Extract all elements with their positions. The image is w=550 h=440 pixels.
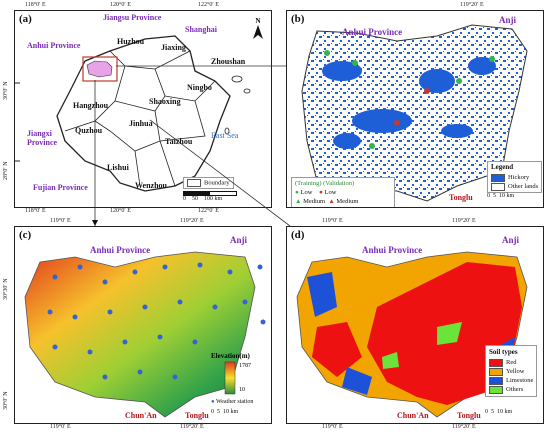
d-bottom-tick-1: 119°20′ E: [452, 424, 476, 430]
a-top-tick-1: 120°0′ E: [110, 2, 131, 8]
elevation-max: 1787: [239, 363, 251, 369]
c-place-chunan: Chun'An: [125, 411, 157, 420]
c-bottom-tick-1: 119°20′ E: [180, 424, 204, 430]
b-place-anhui: Anhui Province: [342, 27, 403, 37]
soil-limestone: [307, 272, 337, 317]
city-label-ningbo: Ningbo: [187, 83, 212, 92]
province-label-anhui: Anhui Province: [27, 41, 81, 50]
city-label-huzhou: Huzhou: [117, 37, 145, 46]
north-arrow-icon: N: [253, 17, 263, 39]
validation-title: (Validation): [323, 180, 355, 187]
scale-bar-a: 0 50 100 km: [183, 191, 237, 202]
soil-red-swatch: [489, 358, 503, 367]
soil-others: [437, 322, 462, 345]
c-place-anhui: Anhui Province: [90, 245, 151, 255]
d-place-tonglu: Tonglu: [457, 411, 481, 420]
hickory-map-svg: [301, 24, 528, 202]
a-bottom-tick-0: 118°0′ E: [25, 208, 46, 214]
scale-bar-b: 0 5 10 km: [487, 193, 515, 199]
province-label-jiangxi: Jiangxi Province: [27, 129, 58, 147]
a-bottom-tick-2: 122°0′ E: [198, 208, 219, 214]
d-top-tick-1: 119°20′ E: [452, 218, 476, 224]
d-bottom-tick-0: 119°0′ E: [322, 424, 343, 430]
sample-points: [324, 50, 495, 149]
c-place-anji: Anji: [230, 235, 248, 245]
c-bottom-tick-0: 119°0′ E: [50, 424, 71, 430]
c-left-tick-0: 30°30′ N: [3, 278, 9, 300]
c-top-tick-0: 119°0′ E: [50, 218, 71, 224]
study-area-elevation: [24, 251, 256, 418]
a-left-tick-0: 30°0′ N: [3, 81, 9, 100]
b-place-tonglu: Tonglu: [449, 193, 473, 202]
c-top-tick-1: 119°20′ E: [180, 218, 204, 224]
province-label-jiangsu: Jiangsu Province: [103, 13, 162, 22]
hickory-legend-title: Legend: [491, 163, 514, 171]
a-top-tick-0: 118°0′ E: [25, 2, 46, 8]
d-place-anji: Anji: [502, 235, 520, 245]
soil-legend-title: Soil types: [489, 348, 518, 356]
soil-limestone-swatch: [489, 376, 503, 385]
city-label-zhoushan: Zhoushan: [211, 57, 246, 66]
boundary-legend: Boundary: [183, 177, 234, 189]
panel-b-label: (b): [291, 13, 305, 25]
city-label-shaoxing: Shaoxing: [149, 97, 181, 106]
soil-red-west: [312, 322, 362, 377]
other-lands-swatch: [491, 182, 505, 191]
d-place-anhui: Anhui Province: [362, 245, 423, 255]
panel-c-label: (c): [19, 229, 32, 241]
d-place-chunan: Chun'An: [397, 411, 429, 420]
city-label-wenzhou: Wenzhou: [135, 181, 168, 190]
soil-others-swatch: [489, 385, 503, 394]
boundary-legend-label: Boundary: [204, 179, 230, 187]
province-label-fujian: Fujian Province: [33, 183, 88, 192]
hickory-clusters: [322, 57, 496, 149]
b-place-anji: Anji: [499, 15, 517, 25]
panel-d-soil-types: (d) Anhui Province Anji Chun'An Tonglu S…: [286, 226, 544, 424]
city-label-lishui: Lishui: [107, 163, 129, 172]
training-validation-legend: (Training) (Validation) ● Low ● Low ▲ Me…: [291, 177, 395, 207]
city-label-jinhua: Jinhua: [129, 119, 153, 128]
weather-stations: [47, 262, 266, 380]
city-label-jiaxing: Jiaxing: [161, 43, 186, 52]
city-label-quzhou: Quzhou: [75, 126, 103, 135]
station-legend: ● Weather station: [211, 399, 254, 405]
elevation-color-ramp: [224, 361, 236, 395]
elevation-legend-title: Elevation(m): [211, 352, 250, 360]
panel-b-hickory-distribution: (b) Anhui Provin: [286, 10, 544, 208]
city-label-taizhou: Taizhou: [165, 137, 193, 146]
province-label-shanghai: Shanghai: [185, 25, 218, 34]
c-left-tick-1: 30°0′ N: [3, 391, 9, 410]
b-top-tick-0: 119°20′ E: [460, 2, 484, 8]
soil-yellow-swatch: [489, 367, 503, 376]
a-left-tick-1: 28°0′ N: [3, 161, 9, 180]
study-area-shape: [86, 60, 113, 78]
panel-d-label: (d): [291, 229, 305, 241]
c-place-tonglu: Tonglu: [185, 411, 209, 420]
training-title: (Training): [295, 180, 322, 187]
soil-others-2: [382, 352, 399, 369]
d-top-tick-0: 119°0′ E: [322, 218, 343, 224]
a-bottom-tick-1: 120°0′ E: [110, 208, 131, 214]
panel-a-label: (a): [19, 13, 32, 25]
city-label-hangzhou: Hangzhou: [73, 101, 109, 110]
scale-bar-c: 0 5 10 km: [211, 409, 239, 415]
sea-label: East Sea: [211, 131, 239, 140]
panel-a-zhejiang-overview: (a) N Jiangsu Province Shanghai Anhui Pr…: [14, 10, 272, 208]
hickory-legend: Legend Hickory Other lands: [487, 161, 543, 193]
elevation-map-svg: [24, 251, 266, 418]
hickory-swatch: [491, 173, 505, 182]
boundary-swatch: [187, 179, 201, 187]
study-area-box: [82, 56, 118, 82]
a-top-tick-2: 122°0′ E: [198, 2, 219, 8]
elevation-min: 10: [239, 387, 245, 393]
scale-bar-d: 0 5 10 km: [485, 409, 513, 415]
soil-map-svg: [296, 251, 528, 418]
panel-c-elevation: (c) An: [14, 226, 272, 424]
soil-limestone-2: [342, 367, 372, 395]
soil-legend: Soil types Red Yellow Limestone Others: [485, 345, 538, 397]
